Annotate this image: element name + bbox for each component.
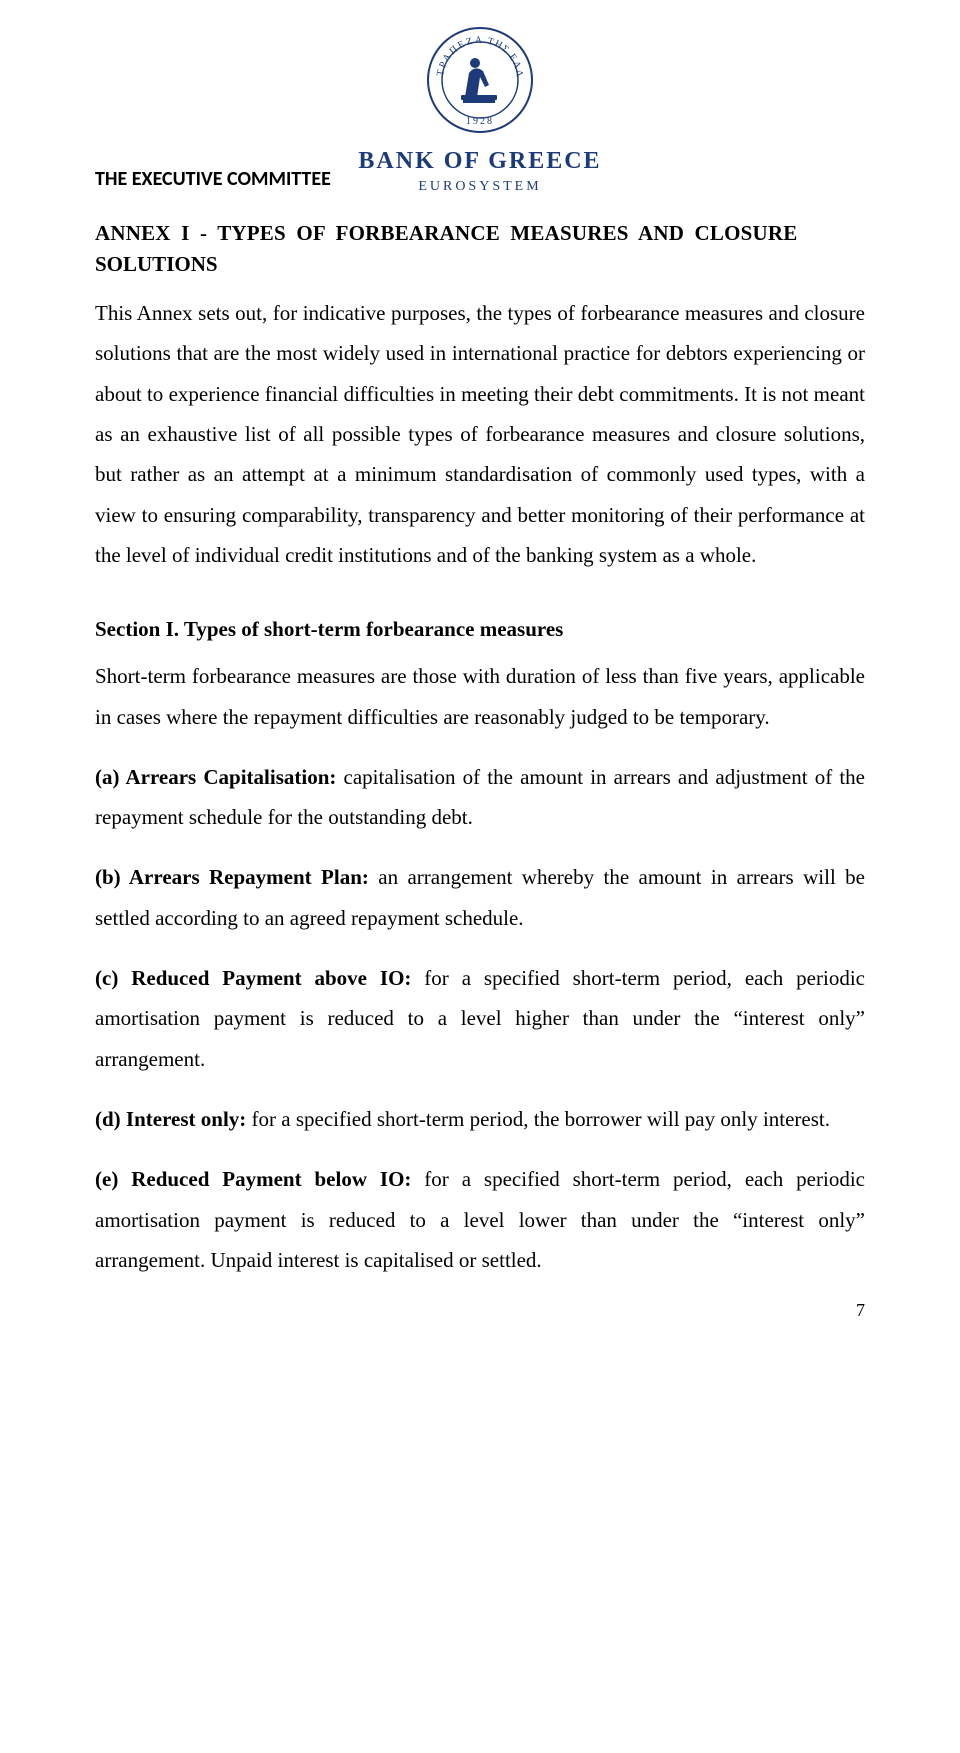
page-number: 7 xyxy=(95,1300,865,1321)
seal-year: 1928 xyxy=(466,116,494,127)
section1-item-a: (a) Arrears Capitalisation: capitalisati… xyxy=(95,757,865,838)
item-label: (c) Reduced Payment above IO: xyxy=(95,966,411,990)
item-text: for a specified short-term period, the b… xyxy=(246,1107,830,1131)
item-label: (b) Arrears Repayment Plan: xyxy=(95,865,369,889)
section1-item-d: (d) Interest only: for a specified short… xyxy=(95,1099,865,1139)
section1-item-e: (e) Reduced Payment below IO: for a spec… xyxy=(95,1159,865,1280)
section1-heading: Section I. Types of short-term forbearan… xyxy=(95,617,865,642)
section1-item-b: (b) Arrears Repayment Plan: an arrangeme… xyxy=(95,857,865,938)
annex-title-line2: SOLUTIONS xyxy=(95,252,865,277)
annex-title-line1: ANNEX I - TYPES OF FORBEARANCE MEASURES … xyxy=(95,221,865,246)
section1-item-c: (c) Reduced Payment above IO: for a spec… xyxy=(95,958,865,1079)
bank-seal-icon: ΤΡΑΠΕΖΑ ΤΗΣ ΕΛΛΑΔΟΣ 1928 xyxy=(425,25,535,140)
item-label: (e) Reduced Payment below IO: xyxy=(95,1167,411,1191)
item-label: (a) Arrears Capitalisation: xyxy=(95,765,336,789)
section1-intro: Short-term forbearance measures are thos… xyxy=(95,656,865,737)
annex-intro-paragraph: This Annex sets out, for indicative purp… xyxy=(95,293,865,575)
item-label: (d) Interest only: xyxy=(95,1107,246,1131)
